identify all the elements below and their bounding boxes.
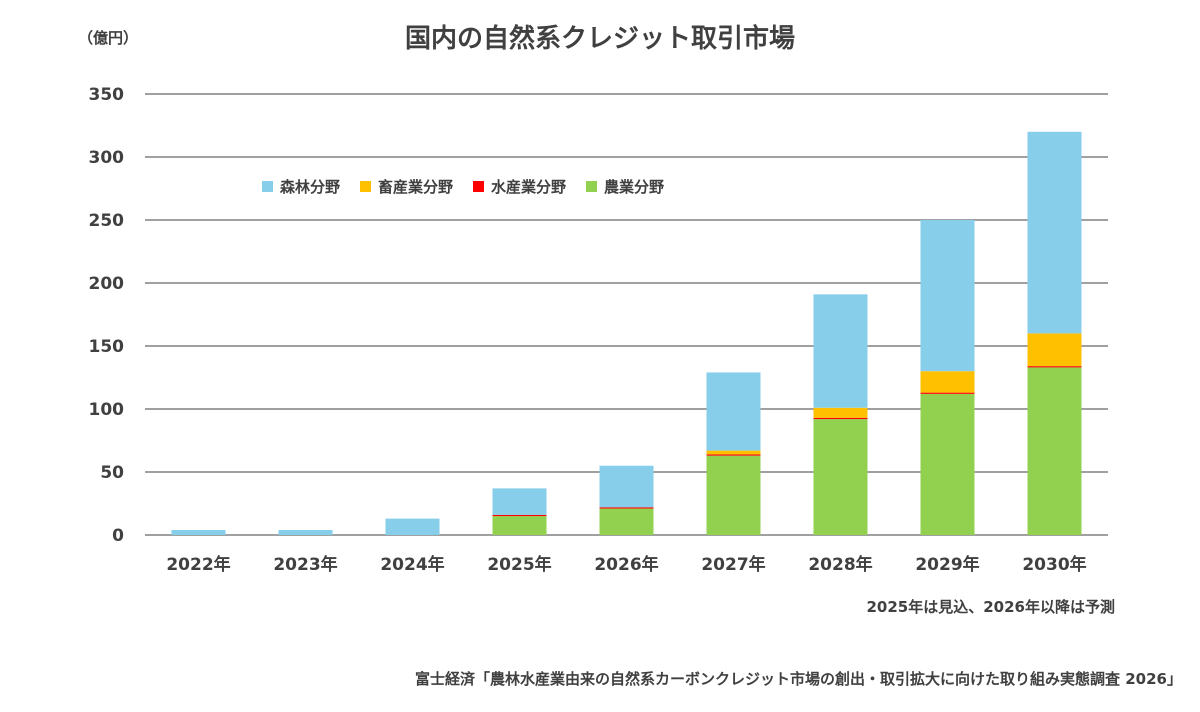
y-tick-label: 350	[89, 85, 125, 105]
legend-label-forest: 森林分野	[280, 178, 341, 196]
legend-item-forest: 森林分野	[262, 176, 340, 197]
bar-segment	[599, 508, 654, 535]
x-tick-label: 2026年	[594, 554, 658, 575]
y-axis-unit-label: （億円）	[78, 29, 139, 47]
y-tick-label: 100	[89, 400, 125, 420]
bar-segment	[492, 514, 547, 517]
x-tick-label: 2030年	[1022, 554, 1086, 575]
legend-swatch-fishery	[473, 181, 485, 192]
bar-segment	[1027, 333, 1082, 367]
y-tick-label: 0	[112, 526, 124, 546]
x-tick-label: 2024年	[380, 554, 444, 575]
x-tick-label: 2028年	[808, 554, 872, 575]
x-tick-label: 2023年	[273, 554, 337, 575]
forecast-note: 2025年は見込、2026年以降は予測	[866, 598, 1116, 616]
x-tick-label: 2029年	[915, 554, 979, 575]
bar-segment	[920, 392, 975, 394]
y-axis-ticks: 0 50 100 150 200 250 300 350	[89, 85, 125, 546]
legend-label-fishery: 水産業分野	[491, 178, 567, 196]
legend-item-fishery: 水産業分野	[473, 176, 566, 197]
bar-segment	[171, 529, 226, 535]
bar-segment	[599, 465, 654, 508]
bar-segment	[385, 518, 440, 535]
y-tick-label: 200	[89, 274, 125, 294]
source-citation: 富士経済「農林水産業由来の自然系カーボンクレジット市場の創出・取引拡大に向けた取…	[415, 670, 1182, 688]
bar-segment	[278, 529, 333, 535]
bar-segment	[920, 393, 975, 535]
x-tick-label: 2025年	[487, 554, 551, 575]
y-tick-label: 150	[89, 337, 125, 357]
x-axis-ticks: 2022年 2023年 2024年 2025年 2026年 2027年 2028年 2029年…	[166, 554, 1086, 575]
legend-swatch-forest	[262, 181, 273, 192]
bars	[171, 131, 1082, 535]
x-tick-label: 2022年	[166, 554, 230, 575]
legend-label-livestock: 畜産業分野	[378, 178, 454, 196]
bar-segment	[706, 372, 761, 451]
legend-item-livestock: 畜産業分野	[360, 176, 453, 197]
y-tick-label: 250	[89, 211, 125, 231]
bar-segment	[706, 455, 761, 535]
bar-segment	[706, 454, 761, 456]
bar-segment	[599, 507, 654, 509]
chart-title: 国内の自然系クレジット取引市場	[404, 24, 795, 54]
legend-label-agriculture: 農業分野	[604, 178, 665, 196]
legend: 森林分野 畜産業分野 水産業分野 農業分野	[262, 176, 664, 197]
bar-segment	[492, 516, 547, 535]
bar-segment	[813, 417, 868, 420]
bar-segment	[706, 450, 761, 455]
legend-swatch-livestock	[360, 181, 372, 192]
bar-segment	[920, 220, 975, 372]
bar-segment	[813, 407, 868, 418]
bar-segment	[813, 294, 868, 408]
legend-swatch-agriculture	[586, 181, 598, 192]
legend-item-agriculture: 農業分野	[586, 176, 664, 197]
y-tick-label: 50	[100, 463, 124, 483]
bar-segment	[1027, 367, 1082, 535]
x-tick-label: 2027年	[701, 554, 765, 575]
bar-segment	[813, 419, 868, 535]
bar-segment	[920, 371, 975, 393]
y-tick-label: 300	[89, 148, 125, 168]
bar-segment	[1027, 366, 1082, 368]
bar-segment	[492, 488, 547, 515]
bar-segment	[1027, 131, 1082, 334]
